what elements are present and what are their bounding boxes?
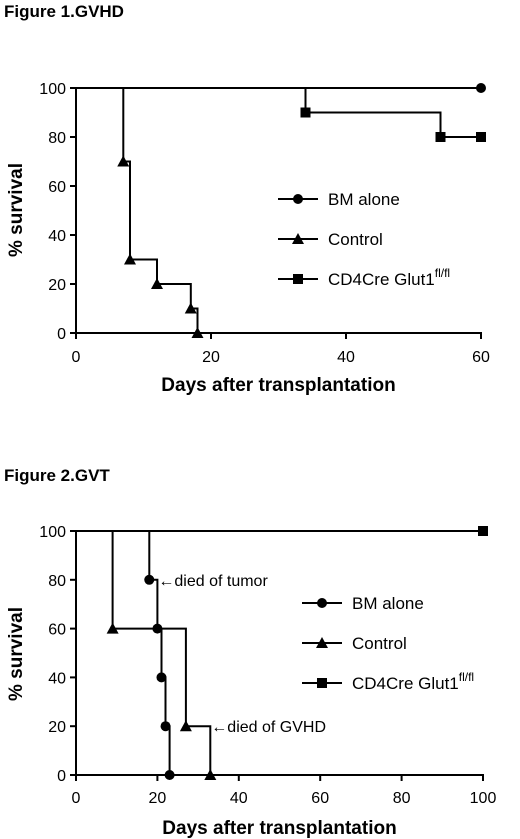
fig1-y-tick-label: 20: [48, 277, 66, 294]
fig2-annotation-2: ←died of GVHD: [211, 719, 326, 736]
fig2-y-tick-label: 80: [48, 573, 66, 590]
fig2-series-2-point: [106, 622, 119, 634]
fig1-legend-label-1: BM alone: [328, 190, 400, 209]
fig2-legend-marker-1: [317, 598, 327, 608]
fig2-y-tick-label: 100: [39, 524, 66, 541]
fig1-series-2-point: [184, 302, 197, 314]
fig2-y-tick-label: 20: [48, 719, 66, 736]
fig2-x-tick-label: 20: [149, 790, 167, 807]
fig1-series-3-point: [300, 107, 311, 118]
fig2-series-1-point: [156, 672, 167, 683]
fig2-series-2-point: [179, 720, 192, 732]
fig2-legend-label-2: Control: [352, 634, 407, 653]
fig1-x-tick-label: 0: [72, 349, 81, 366]
fig1-x-tick-label: 60: [472, 349, 490, 366]
fig1-series-2-point: [191, 327, 204, 338]
fig2-x-tick-label: 40: [230, 790, 248, 807]
fig1-y-tick-label: 60: [48, 179, 66, 196]
fig1-series-2-point: [117, 155, 130, 167]
fig2-legend-label-1: BM alone: [352, 594, 424, 613]
fig2-series-line-2: [76, 530, 212, 775]
figure-1-title: Figure 1.GVHD: [4, 2, 124, 21]
fig1-legend-marker-1: [293, 194, 303, 204]
fig2-series-3-point: [478, 526, 488, 536]
fig1-x-tick-label: 20: [202, 349, 220, 366]
fig2-series-1-point: [144, 574, 155, 585]
fig2-x-tick-label: 60: [311, 790, 329, 807]
figure-2-title: Figure 2.GVT: [4, 466, 110, 485]
fig1-y-axis-title: % survival: [6, 163, 27, 257]
fig1-y-tick-label: 100: [39, 81, 66, 98]
fig1-series-2-point: [151, 278, 163, 289]
fig2-y-axis-title: % survival: [6, 607, 27, 701]
fig1-series-3-point: [476, 132, 486, 142]
figure-1-chart: 0 20 40 60 80 100 0 20 40 60 Days after transplant…: [6, 81, 490, 396]
fig2-y-tick-label: 60: [48, 622, 66, 639]
fig2-annotation-1: ←died of tumor: [158, 573, 268, 590]
fig1-y-tick-label: 0: [57, 326, 66, 343]
fig2-x-axis-title: Days after transplantation: [162, 818, 396, 839]
fig2-series-2-point: [204, 769, 217, 780]
fig1-x-axis-title: Days after transplantation: [161, 375, 395, 396]
fig1-y-tick-label: 40: [48, 228, 66, 245]
fig1-series-3-point: [435, 132, 446, 142]
fig2-y-tick-label: 0: [57, 768, 66, 785]
fig2-x-tick-label: 0: [72, 790, 81, 807]
fig1-series-1-point: [476, 83, 486, 93]
fig2-x-tick-label: 100: [470, 790, 497, 807]
fig1-y-tick-label: 80: [48, 130, 66, 147]
fig2-series-1-point: [164, 770, 175, 780]
fig1-legend-label-3: CD4Cre Glut1fl/fl: [328, 266, 450, 289]
fig1-series-line-3: [76, 87, 481, 138]
fig1-x-tick-label: 40: [337, 349, 355, 366]
fig2-legend-marker-3: [317, 678, 327, 688]
fig2-x-tick-label: 80: [393, 790, 411, 807]
fig2-legend-label-3: CD4Cre Glut1fl/fl: [352, 670, 474, 693]
fig2-legend-marker-2: [316, 637, 328, 648]
fig2-series-1-point: [160, 721, 171, 732]
fig2-y-tick-label: 40: [48, 670, 66, 687]
fig1-legend-marker-3: [293, 274, 303, 284]
fig1-series-2-point: [124, 253, 136, 265]
fig2-series-line-1: [76, 530, 171, 775]
fig1-legend-marker-2: [292, 233, 304, 244]
fig1-legend-label-2: Control: [328, 230, 383, 249]
